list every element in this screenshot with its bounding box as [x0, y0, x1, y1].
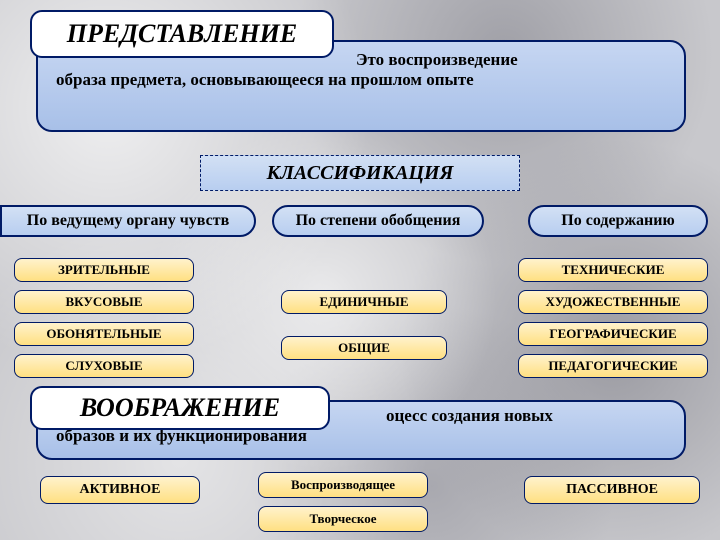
item-single: ЕДИНИЧНЫЕ — [281, 290, 447, 314]
imagination-title: ВООБРАЖЕНИЕ — [30, 386, 330, 430]
def2-lead: оцесс создания новых — [386, 406, 553, 425]
item-passive: ПАССИВНОЕ — [524, 476, 700, 504]
item-reproducing: Воспроизводящее — [258, 472, 428, 498]
classification-banner: КЛАССИФИКАЦИЯ — [200, 155, 520, 191]
item-technical: ТЕХНИЧЕСКИЕ — [518, 258, 708, 282]
item-visual: ЗРИТЕЛЬНЫЕ — [14, 258, 194, 282]
item-active: АКТИВНОЕ — [40, 476, 200, 504]
item-smell: ОБОНЯТЕЛЬНЫЕ — [14, 322, 194, 346]
item-artistic: ХУДОЖЕСТВЕННЫЕ — [518, 290, 708, 314]
item-taste: ВКУСОВЫЕ — [14, 290, 194, 314]
category-by-sense: По ведущему органу чувств — [0, 205, 256, 237]
item-creative: Творческое — [258, 506, 428, 532]
category-by-content: По содержанию — [528, 205, 708, 237]
item-pedagogic: ПЕДАГОГИЧЕСКИЕ — [518, 354, 708, 378]
representation-title: ПРЕДСТАВЛЕНИЕ — [30, 10, 334, 58]
def1-lead: Это воспроизведение — [356, 50, 518, 69]
category-by-generalization: По степени обобщения — [272, 205, 484, 237]
item-general: ОБЩИЕ — [281, 336, 447, 360]
item-hearing: СЛУХОВЫЕ — [14, 354, 194, 378]
item-geographic: ГЕОГРАФИЧЕСКИЕ — [518, 322, 708, 346]
def1-rest: образа предмета, основывающееся на прошл… — [56, 70, 474, 89]
